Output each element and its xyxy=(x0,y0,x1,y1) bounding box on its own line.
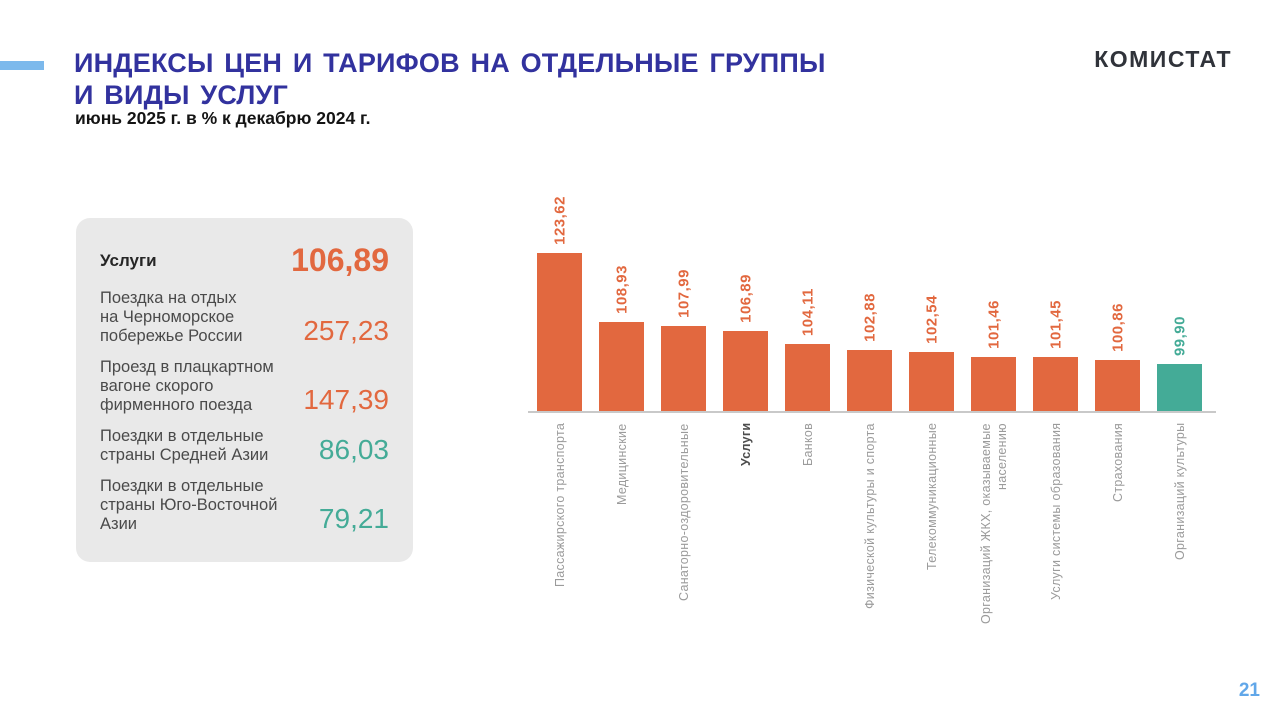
summary-row-value: 79,21 xyxy=(318,503,389,534)
summary-panel: Услуги 106,89 Поездка на отдых на Черномор… xyxy=(76,218,413,562)
category-column: Санаторно-оздоровительные xyxy=(661,413,706,653)
bar xyxy=(909,352,954,411)
page-title-line2: И ВИДЫ УСЛУГ xyxy=(74,80,289,110)
category-label: Медицинские xyxy=(614,423,629,505)
summary-row: Поездка на отдых на Черноморское побереж… xyxy=(100,289,389,346)
bar xyxy=(1095,360,1140,411)
bar-column: 107,99 xyxy=(661,180,706,411)
bar xyxy=(847,350,892,411)
category-column: Страхования xyxy=(1095,413,1140,653)
bar-value-label: 107,99 xyxy=(675,269,692,318)
bar xyxy=(723,331,768,411)
bar xyxy=(537,253,582,411)
bar-value-label: 101,45 xyxy=(1047,300,1064,349)
bar xyxy=(599,322,644,411)
page-title: ИНДЕКСЫ ЦЕН И ТАРИФОВ НА ОТДЕЛЬНЫЕ ГРУПП… xyxy=(74,47,826,111)
category-label: Услуги xyxy=(738,423,753,467)
bar-column: 102,88 xyxy=(847,180,892,411)
category-column: Услуги xyxy=(723,413,768,653)
bar-column: 99,90 xyxy=(1157,180,1202,411)
summary-row-value: 257,23 xyxy=(303,315,389,346)
category-label: Банков xyxy=(800,423,815,467)
bar xyxy=(971,357,1016,411)
komistat-logo: КОМИСТАТ xyxy=(1094,46,1232,72)
bar-column: 106,89 xyxy=(723,180,768,411)
category-label: Страхования xyxy=(1110,423,1125,503)
category-label: Пассажирского транспорта xyxy=(552,423,567,588)
bar-column: 102,54 xyxy=(909,180,954,411)
summary-row-label: Проезд в плацкартном вагоне скорого фирм… xyxy=(100,358,274,414)
bar-value-label: 100,86 xyxy=(1109,303,1126,352)
bar xyxy=(1157,364,1202,411)
bar xyxy=(785,344,830,411)
summary-row-label: Поездка на отдых на Черноморское побереж… xyxy=(100,289,243,345)
summary-row: Поездки в отдельные страны Средней Азии 8… xyxy=(100,427,389,465)
x-axis-line xyxy=(528,411,1216,413)
category-column: Пассажирского транспорта xyxy=(537,413,582,653)
bar xyxy=(1033,357,1078,411)
summary-row-label: Поездки в отдельные страны Средней Азии xyxy=(100,427,269,464)
category-column: Физической культуры и спорта xyxy=(847,413,892,653)
bar-plot: 123,62 108,93 107,99 106,89 104,11 102,88 102,… xyxy=(528,180,1216,411)
bar xyxy=(661,326,706,411)
bar-value-label: 102,88 xyxy=(861,293,878,342)
category-label: Организаций культуры xyxy=(1172,423,1187,561)
category-label: Услуги системы образования xyxy=(1048,423,1063,601)
summary-row-label: Услуги xyxy=(100,250,157,270)
bar-column: 104,11 xyxy=(785,180,830,411)
summary-row-value: 86,03 xyxy=(318,434,389,465)
bar-value-label: 123,62 xyxy=(551,196,568,245)
summary-row-label: Поездки в отдельные страны Юго-Восточной… xyxy=(100,477,278,533)
summary-row: Услуги 106,89 xyxy=(100,243,389,277)
summary-row-value: 147,39 xyxy=(303,384,389,415)
bar-column: 108,93 xyxy=(599,180,644,411)
bar-value-label: 104,11 xyxy=(799,287,816,336)
summary-row-value: 106,89 xyxy=(291,242,389,278)
page-subtitle: июнь 2025 г. в % к декабрю 2024 г. xyxy=(75,108,371,128)
summary-row: Проезд в плацкартном вагоне скорого фирм… xyxy=(100,358,389,415)
bar-value-label: 108,93 xyxy=(613,265,630,314)
page-number: 21 xyxy=(1238,680,1260,701)
bar-value-label: 99,90 xyxy=(1171,315,1188,356)
bar-value-label: 101,46 xyxy=(985,300,1002,349)
category-label: Организаций ЖКХ, оказываемые населению xyxy=(978,423,1009,624)
category-column: Организаций ЖКХ, оказываемые населению xyxy=(971,413,1016,653)
category-column: Медицинские xyxy=(599,413,644,653)
bar-column: 123,62 xyxy=(537,180,582,411)
page-title-line1: ИНДЕКСЫ ЦЕН И ТАРИФОВ НА ОТДЕЛЬНЫЕ ГРУПП… xyxy=(74,48,826,78)
category-label: Физической культуры и спорта xyxy=(862,423,877,609)
category-column: Телекоммуникационные xyxy=(909,413,954,653)
accent-dash xyxy=(0,61,44,70)
category-column: Услуги системы образования xyxy=(1033,413,1078,653)
category-column: Банков xyxy=(785,413,830,653)
bar-value-label: 106,89 xyxy=(737,274,754,323)
category-axis: Пассажирского транспорта Медицинские Санат… xyxy=(528,413,1216,653)
category-label: Санаторно-оздоровительные xyxy=(676,423,691,601)
bar-column: 100,86 xyxy=(1095,180,1140,411)
bar-column: 101,45 xyxy=(1033,180,1078,411)
summary-row: Поездки в отдельные страны Юго-Восточной… xyxy=(100,477,389,534)
category-label: Телекоммуникационные xyxy=(924,423,939,571)
bar-value-label: 102,54 xyxy=(923,295,940,344)
category-column: Организаций культуры xyxy=(1157,413,1202,653)
bar-column: 101,46 xyxy=(971,180,1016,411)
